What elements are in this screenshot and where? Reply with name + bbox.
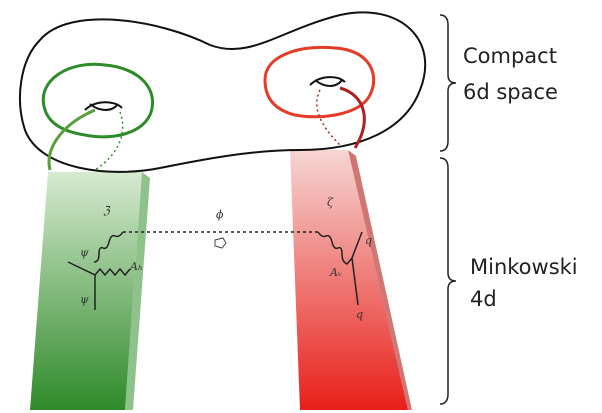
green-label: ℨ	[103, 204, 111, 217]
green-label: Aₕ	[129, 260, 143, 273]
red-vertex	[317, 231, 363, 306]
green-leg	[47, 108, 96, 171]
compact-label: Compact	[463, 44, 557, 68]
red-hole	[309, 76, 346, 87]
red-brane	[290, 150, 408, 410]
green-label: ψ	[80, 246, 89, 259]
green-label: ψ	[80, 293, 89, 306]
minkowski-label: 4d	[470, 287, 497, 311]
red-dotted	[316, 89, 341, 146]
brace-bottom	[439, 157, 457, 405]
squiggle	[214, 237, 227, 249]
compact-space	[19, 11, 427, 173]
green-brane	[30, 172, 142, 410]
compact-label: 6d space	[463, 80, 558, 104]
red-label: q	[356, 308, 363, 321]
phi-label: ϕ	[216, 208, 224, 221]
red-cycle	[263, 45, 376, 119]
green-boson	[93, 231, 124, 263]
green-cycle	[41, 62, 155, 139]
brace-top	[439, 14, 457, 152]
green-vertex	[67, 261, 131, 310]
red-label: ζ	[327, 196, 334, 209]
minkowski-label: Minkowski	[470, 255, 578, 279]
green-hole	[84, 101, 123, 111]
red-label: q	[365, 234, 372, 247]
red-brane-edge	[348, 150, 412, 410]
red-leg	[339, 86, 366, 149]
red-label: Aᵥ	[329, 266, 342, 279]
